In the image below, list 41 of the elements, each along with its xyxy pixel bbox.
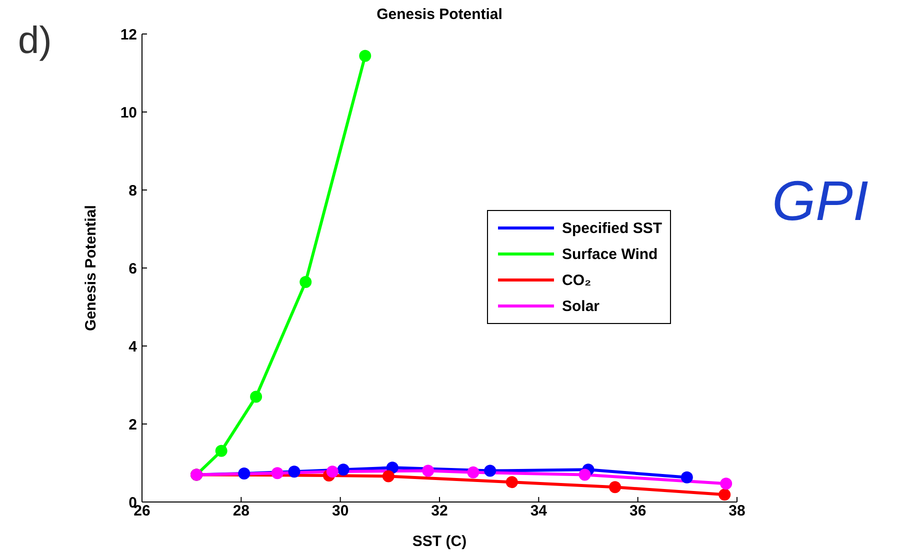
legend-label: Surface Wind — [562, 246, 658, 262]
point — [337, 464, 350, 476]
y-axis-title: Genesis Potential — [82, 205, 100, 331]
y-tick-label: 4 — [128, 338, 138, 356]
x-tick-label: 36 — [629, 502, 646, 520]
x-tick-label: 30 — [332, 502, 349, 520]
point — [215, 444, 228, 457]
y-tick-label: 0 — [128, 494, 137, 512]
text: d) — [18, 20, 52, 63]
point — [359, 50, 372, 62]
legend-label: Specified SST — [562, 220, 662, 236]
point — [271, 467, 284, 480]
point — [506, 476, 518, 488]
y-tick-label: 10 — [120, 104, 137, 122]
point — [578, 468, 591, 481]
point — [238, 468, 250, 480]
point — [382, 470, 394, 482]
x-tick-label: 28 — [232, 502, 250, 520]
legend-label: CO₂ — [562, 272, 592, 288]
point — [467, 466, 480, 478]
x-tick-label: 38 — [728, 502, 746, 520]
text: GPI — [772, 168, 868, 233]
point — [250, 390, 262, 403]
y-tick-label: 2 — [128, 416, 137, 434]
x-tick-label: 32 — [431, 502, 448, 520]
y-tick-label: 6 — [128, 260, 137, 278]
x-tick-label: 34 — [530, 502, 548, 520]
point — [718, 488, 731, 501]
point — [326, 466, 338, 478]
y-tick-label: 12 — [120, 26, 137, 44]
point — [720, 478, 732, 490]
point — [609, 481, 622, 494]
y-tick-label: 8 — [128, 182, 137, 200]
point — [484, 464, 496, 477]
legend-label: Solar — [562, 298, 600, 314]
point — [288, 466, 300, 478]
chart-title: Genesis Potential — [376, 6, 504, 23]
point — [300, 276, 312, 288]
point — [422, 464, 434, 477]
x-axis-title: SST (C) — [412, 533, 467, 550]
point — [680, 471, 693, 484]
